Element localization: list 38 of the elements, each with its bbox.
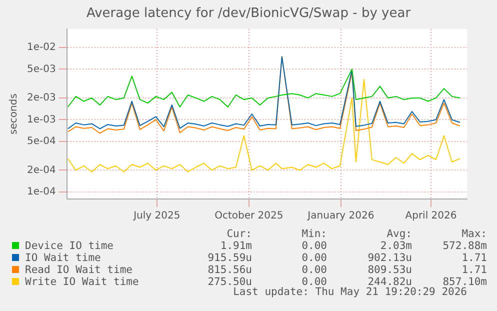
y-tick-label: 5e-04 (26, 136, 56, 148)
text: 0.00 (300, 252, 327, 264)
legend-label: Read IO Wait time (24, 264, 134, 276)
legend-label: Write IO Wait time (24, 276, 140, 288)
text: 244.82u (368, 276, 412, 288)
text: Avg: (386, 228, 412, 240)
legend-label: Device IO time (24, 240, 115, 252)
x-tick-label: April 2026 (405, 210, 457, 222)
y-tick-label: 1e-03 (26, 114, 56, 126)
x-tick-label: July 2025 (132, 210, 180, 222)
legend-label: IO Wait time (24, 252, 102, 264)
text: 815.56u (206, 264, 252, 276)
text: 857.10m (442, 276, 487, 288)
x-tick-label: January 2026 (306, 210, 374, 222)
text: 1.71 (460, 252, 487, 264)
text: 572.88m (442, 240, 487, 252)
text: Cur: (226, 228, 252, 240)
text: 0.00 (300, 240, 327, 252)
y-tick-label: 2e-03 (26, 92, 56, 104)
text: Max: (460, 228, 487, 240)
y-tick-label: 2e-04 (26, 164, 56, 176)
y-tick-label: 5e-03 (26, 64, 56, 75)
x-tick-label: October 2025 (214, 210, 284, 222)
text: Min: (300, 228, 327, 240)
chart-title: Average latency for /dev/BionicVG/Swap - by year (85, 6, 412, 21)
text: Last update: Thu May 21 19:20:29 2026 (233, 286, 467, 298)
text: 902.13u (366, 252, 412, 264)
text: 2.03m (379, 240, 412, 252)
y-tick-label: 1e-04 (26, 186, 56, 198)
text: 0.00 (300, 264, 327, 276)
y-axis-title: seconds (8, 94, 20, 134)
y-tick-label: 1e-02 (26, 42, 56, 54)
text: 915.59u (206, 252, 252, 264)
text: 0.00 (302, 276, 327, 288)
text: 809.53u (366, 264, 412, 276)
text: 275.50u (206, 276, 252, 288)
text: 1.91m (219, 240, 252, 252)
text: 1.71 (460, 264, 487, 276)
